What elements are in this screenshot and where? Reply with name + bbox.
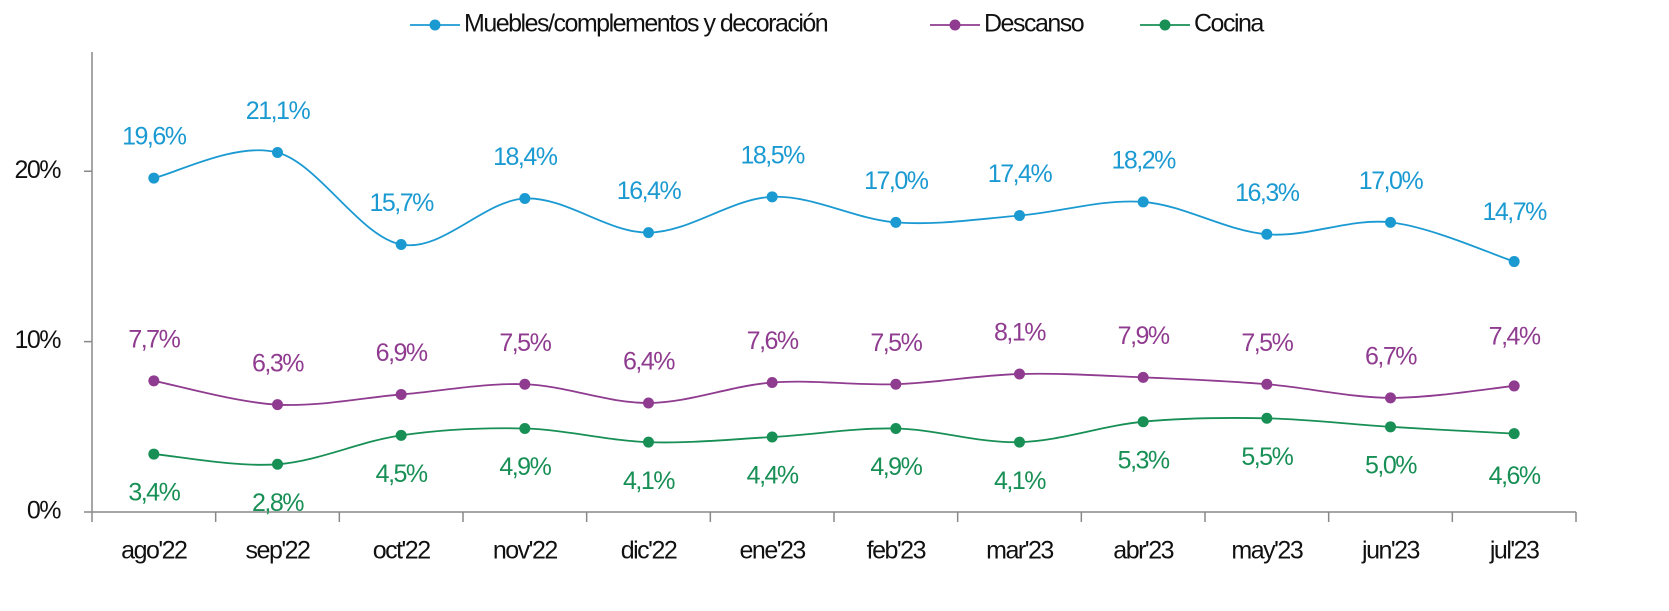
data-label: 16,3%	[1235, 179, 1300, 207]
data-point	[272, 458, 283, 470]
legend-marker	[949, 19, 961, 31]
data-label: 4,6%	[1489, 462, 1541, 490]
legend-marker	[1159, 19, 1171, 31]
data-label: 7,5%	[870, 329, 922, 357]
data-point	[1261, 228, 1273, 240]
data-point	[1261, 378, 1273, 390]
data-label: 17,0%	[1359, 167, 1424, 195]
data-point	[395, 429, 407, 441]
data-label: 7,4%	[1489, 323, 1541, 351]
data-point	[890, 216, 902, 228]
x-tick-label: dic'22	[621, 537, 677, 565]
legend-label: Descanso	[984, 10, 1084, 38]
data-point	[1014, 368, 1025, 380]
x-tick-label: jun'23	[1361, 537, 1420, 565]
data-label: 4,9%	[870, 453, 922, 481]
data-point	[766, 377, 778, 389]
data-point	[890, 378, 902, 390]
series-line	[153, 417, 1515, 466]
data-label: 5,5%	[1241, 443, 1293, 471]
data-label: 6,7%	[1365, 342, 1417, 370]
data-label: 4,4%	[747, 462, 799, 490]
data-label: 19,6%	[122, 123, 187, 151]
data-point	[519, 423, 531, 435]
data-label: 8,1%	[994, 319, 1046, 347]
data-point	[1385, 216, 1396, 228]
data-label: 21,1%	[246, 97, 311, 125]
series-line	[153, 149, 1515, 263]
data-label: 7,5%	[499, 329, 551, 357]
data-point	[1137, 196, 1149, 208]
data-label: 6,9%	[376, 339, 428, 367]
data-label: 7,6%	[747, 327, 799, 355]
x-tick-label: sep'22	[246, 537, 310, 565]
data-label: 2,8%	[252, 489, 304, 517]
legend-label: Cocina	[1194, 10, 1264, 38]
data-label: 4,1%	[623, 467, 675, 495]
data-label: 17,4%	[988, 160, 1053, 188]
data-point	[1508, 380, 1520, 392]
data-label: 4,9%	[499, 453, 551, 481]
x-tick-label: oct'22	[373, 537, 431, 565]
series-line	[153, 372, 1515, 406]
data-point	[643, 436, 654, 448]
data-point	[1385, 421, 1396, 433]
data-point	[519, 193, 531, 205]
data-point	[148, 375, 160, 387]
data-label: 5,0%	[1365, 451, 1417, 479]
data-label: 6,4%	[623, 348, 675, 376]
x-tick-label: feb'23	[867, 537, 926, 565]
data-label: 18,2%	[1111, 147, 1176, 175]
data-label: 17,0%	[864, 167, 929, 195]
data-point	[890, 423, 902, 435]
x-tick-label: ene'23	[740, 537, 806, 565]
data-label: 18,5%	[740, 141, 805, 169]
x-tick-label: mar'23	[986, 537, 1053, 565]
data-label: 18,4%	[493, 143, 558, 171]
data-point	[1508, 428, 1520, 440]
x-tick-label: jul'23	[1489, 537, 1539, 565]
y-tick-label: 20%	[14, 156, 61, 184]
data-label: 16,4%	[617, 177, 682, 205]
data-label: 4,5%	[376, 460, 428, 488]
data-point	[272, 399, 283, 411]
data-point	[1508, 256, 1520, 268]
data-point	[1385, 392, 1396, 404]
data-label: 7,9%	[1118, 322, 1170, 350]
data-point	[1014, 210, 1025, 222]
data-point	[643, 227, 654, 239]
data-label: 6,3%	[252, 349, 304, 377]
data-label: 7,7%	[128, 325, 180, 353]
data-point	[1261, 412, 1273, 424]
data-point	[395, 239, 407, 251]
x-tick-label: ago'22	[121, 537, 187, 565]
data-point	[272, 147, 283, 159]
legend-marker	[429, 19, 441, 31]
data-label: 4,1%	[994, 467, 1046, 495]
y-tick-label: 0%	[27, 497, 61, 525]
data-point	[1014, 436, 1025, 448]
x-tick-label: abr'23	[1113, 537, 1173, 565]
x-tick-label: may'23	[1231, 537, 1302, 565]
data-label: 3,4%	[128, 479, 180, 507]
data-point	[643, 397, 654, 409]
data-point	[395, 388, 407, 400]
data-point	[519, 378, 531, 390]
data-point	[1137, 416, 1149, 428]
data-label: 7,5%	[1241, 329, 1293, 357]
data-point	[148, 172, 160, 184]
data-label: 5,3%	[1118, 446, 1170, 474]
data-point	[148, 448, 160, 460]
legend-label: Muebles/complementos y decoración	[464, 10, 828, 38]
data-point	[1137, 371, 1149, 383]
data-label: 14,7%	[1482, 198, 1547, 226]
y-tick-label: 10%	[14, 326, 61, 354]
x-tick-label: nov'22	[493, 537, 557, 565]
data-point	[766, 191, 778, 203]
data-point	[766, 431, 778, 443]
data-label: 15,7%	[369, 189, 434, 217]
